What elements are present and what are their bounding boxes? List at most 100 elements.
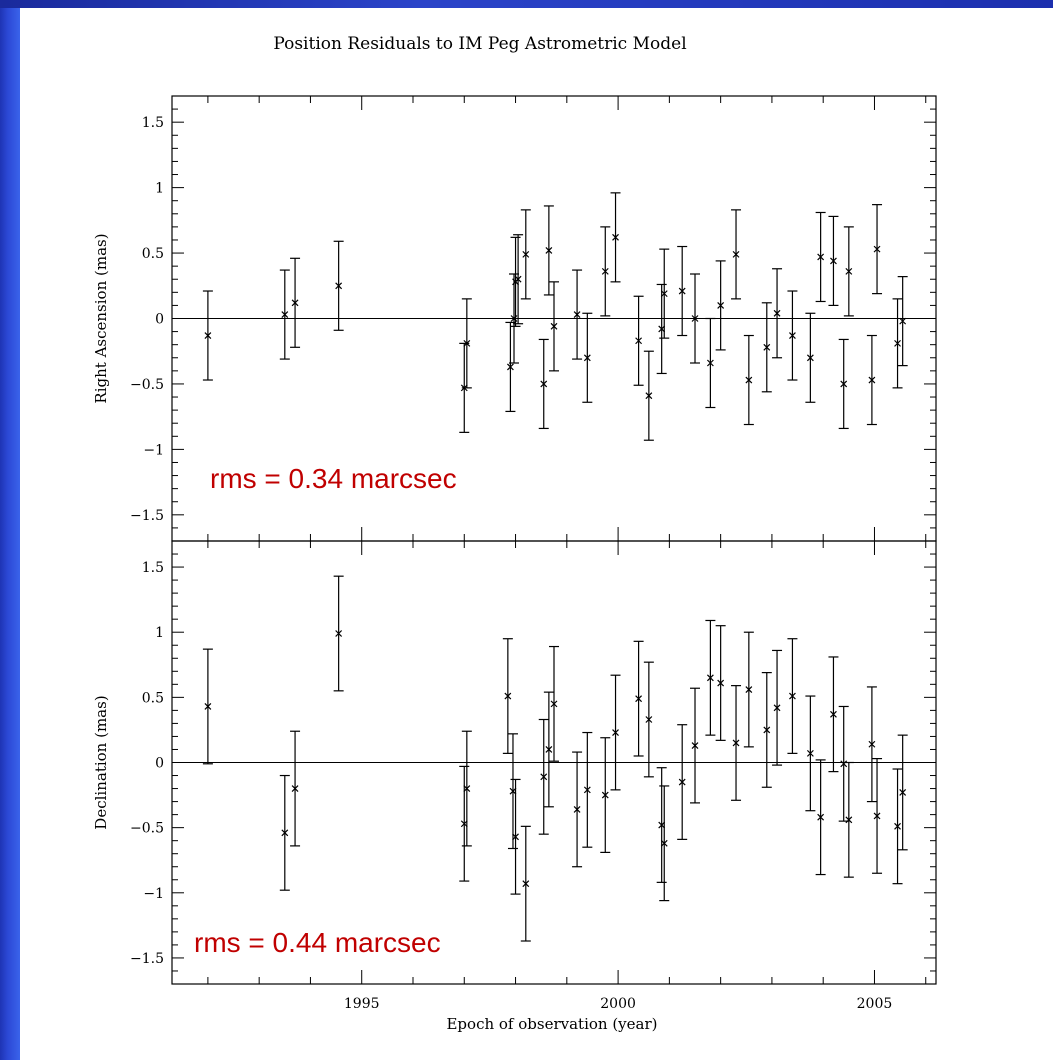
- data-point: [204, 332, 212, 339]
- data-point: [612, 729, 619, 736]
- y-tick-label: −1.5: [130, 508, 164, 524]
- data-point: [773, 309, 781, 317]
- y-tick-label: −0.5: [130, 377, 164, 393]
- data-point: [732, 250, 740, 258]
- y-tick-label: 0: [155, 312, 164, 328]
- data-point: [335, 630, 343, 637]
- x-tick-label: 2005: [857, 996, 893, 1012]
- data-point: [868, 740, 876, 748]
- data-point: [540, 773, 548, 781]
- y-tick-label: 1: [155, 625, 164, 641]
- data-point: [732, 739, 740, 747]
- data-point: [463, 339, 471, 347]
- y-tick-label: −1: [143, 886, 164, 902]
- data-point: [601, 267, 609, 275]
- data-point: [840, 760, 848, 768]
- data-point: [635, 337, 643, 345]
- data-point: [773, 704, 781, 712]
- dec-panel: 1.5 1 0.5 0 −0.5 −1 −1.5 1995 2000 2005: [130, 540, 937, 1012]
- slide: Position Residuals to IM Peg Astrometric…: [20, 8, 1053, 1060]
- data-point: [573, 805, 581, 813]
- data-point: [717, 679, 725, 687]
- data-point: [706, 674, 714, 682]
- slide-top-border: [0, 0, 1053, 8]
- y-tick-label: 0.5: [142, 246, 164, 262]
- data-point: [830, 257, 837, 265]
- y-tick-label: 0: [155, 756, 164, 772]
- data-point: [678, 778, 686, 786]
- data-point: [806, 354, 814, 362]
- chart-title: Position Residuals to IM Peg Astrometric…: [273, 34, 686, 54]
- data-point: [845, 816, 853, 824]
- data-point: [706, 359, 714, 367]
- data-point: [717, 301, 725, 309]
- data-point: [463, 785, 471, 792]
- data-point: [660, 290, 668, 298]
- data-point: [763, 726, 771, 734]
- data-point: [281, 829, 289, 837]
- data-point: [540, 380, 548, 388]
- data-point: [514, 275, 522, 283]
- data-point: [830, 710, 837, 718]
- data-point: [817, 813, 825, 821]
- data-point: [745, 376, 753, 384]
- data-point: [635, 695, 643, 703]
- data-point: [840, 380, 848, 388]
- data-point: [504, 692, 512, 700]
- data-point: [522, 250, 530, 258]
- data-point: [763, 343, 771, 351]
- dec-axis-title: Declination (mas): [92, 695, 110, 829]
- data-point: [545, 746, 553, 753]
- ra-panel: 1.5 1 0.5 0 −0.5 −1 −1.5: [130, 95, 937, 542]
- y-tick-label: −1.5: [130, 951, 164, 967]
- data-point: [873, 812, 881, 820]
- data-point: [660, 839, 668, 847]
- ra-rms-annotation: rms = 0.34 marcsec: [210, 463, 457, 494]
- data-point: [873, 245, 881, 253]
- data-point: [583, 786, 591, 794]
- data-point: [204, 703, 212, 710]
- data-point: [645, 392, 653, 400]
- data-point: [691, 315, 699, 322]
- y-tick-label: 0.5: [142, 690, 164, 706]
- y-tick-label: 1: [155, 181, 164, 197]
- data-point: [645, 716, 653, 723]
- y-tick-label: 1.5: [142, 560, 164, 576]
- data-point: [573, 311, 581, 318]
- data-point: [583, 354, 591, 362]
- data-point: [845, 267, 853, 275]
- data-point: [612, 233, 619, 241]
- data-point: [806, 749, 814, 757]
- data-point: [899, 317, 907, 325]
- data-point: [894, 339, 901, 347]
- data-point: [691, 742, 699, 749]
- data-point: [894, 822, 901, 830]
- data-point: [291, 785, 299, 792]
- data-point: [601, 791, 609, 799]
- rms-annotation-background: [190, 925, 445, 960]
- data-point: [745, 686, 753, 693]
- data-point: [899, 789, 907, 796]
- data-point: [291, 299, 299, 307]
- x-tick-label: 2000: [600, 996, 636, 1012]
- data-point: [335, 282, 343, 290]
- data-point: [281, 311, 289, 318]
- y-tick-label: 1.5: [142, 115, 164, 131]
- x-axis-title: Epoch of observation (year): [446, 1015, 657, 1033]
- dec-rms-annotation: rms = 0.44 marcsec: [194, 927, 441, 958]
- x-tick-label: 1995: [344, 996, 380, 1012]
- data-point: [817, 253, 825, 261]
- data-point: [550, 700, 558, 708]
- data-point: [545, 247, 553, 254]
- data-point: [678, 287, 686, 295]
- data-point: [789, 332, 796, 339]
- y-tick-label: −1: [143, 442, 164, 458]
- data-point: [512, 833, 519, 841]
- data-point: [506, 363, 514, 371]
- residuals-chart: Position Residuals to IM Peg Astrometric…: [92, 34, 937, 1033]
- y-tick-label: −0.5: [130, 821, 164, 837]
- data-point: [550, 322, 558, 330]
- data-point: [868, 376, 876, 384]
- ra-axis-title: Right Ascension (mas): [92, 233, 110, 403]
- data-point: [789, 692, 796, 700]
